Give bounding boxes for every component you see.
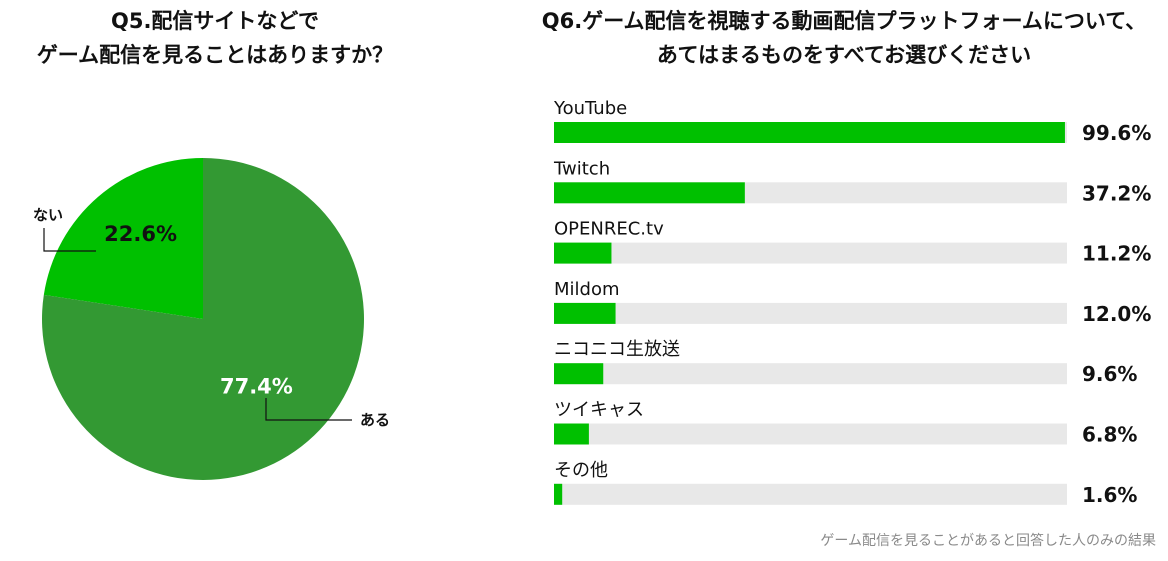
bar <box>554 122 1065 143</box>
bar-track <box>554 302 1067 324</box>
pie-slice-1 <box>41 158 364 480</box>
q6-title-line1: Q6.ゲーム配信を視聴する動画配信プラットフォームについて、 <box>541 9 1147 33</box>
pie-category-label-0: ない <box>33 206 63 224</box>
bar-category-label: ツイキャス <box>554 400 644 421</box>
bar-category-label: Mildom <box>554 279 620 300</box>
bar-value-label: 6.8% <box>1082 423 1137 447</box>
q5-title-line2: ゲーム配信を見ることはありますか？ <box>36 43 394 67</box>
bar-track <box>554 363 1067 385</box>
bar-value-label: 11.2% <box>1082 242 1151 266</box>
bar-category-label: ニコニコ生放送 <box>554 339 680 360</box>
bar-value-label: 12.0% <box>1082 302 1151 326</box>
leader-line-aru <box>265 398 352 421</box>
bar-category-label: Twitch <box>553 158 610 179</box>
bar-track <box>554 242 1067 264</box>
leader-line-nai <box>43 228 96 252</box>
pie-slice-0 <box>43 158 203 319</box>
bar <box>554 302 616 324</box>
bar <box>554 182 745 204</box>
bar-category-label: OPENREC.tv <box>554 219 664 240</box>
bar-chart: YouTube 99.6% Twitch 37.2% OPENREC.tv 11.2% Mi… <box>553 98 1151 507</box>
pie-category-label-1: ある <box>360 411 390 429</box>
bar <box>554 483 563 505</box>
bar-category-label: その他 <box>554 460 608 481</box>
bar-track <box>554 423 1067 445</box>
bar-value-label: 99.6% <box>1082 121 1151 145</box>
q5-title: Q5.配信サイトなどで ゲーム配信を見ることはありますか？ <box>0 4 430 72</box>
pie-value-label-1: 77.4% <box>220 374 293 398</box>
footnote: ゲーム配信を見ることがあると回答した人のみの結果 <box>820 533 1156 549</box>
bar-category-label: YouTube <box>553 98 627 119</box>
bar <box>554 363 604 385</box>
bar-value-label: 9.6% <box>1082 362 1137 386</box>
bar-track <box>554 483 1067 505</box>
pie-value-label-0: 22.6% <box>104 222 177 246</box>
bar-value-label: 37.2% <box>1082 181 1151 205</box>
bar <box>554 242 612 264</box>
bar-value-label: 1.6% <box>1082 483 1137 507</box>
q5-title-line1: Q5.配信サイトなどで <box>110 9 320 33</box>
bar <box>554 423 589 445</box>
q6-title: Q6.ゲーム配信を視聴する動画配信プラットフォームについて、 あてはまるものをす… <box>520 4 1168 72</box>
q6-title-line2: あてはまるものをすべてお選びください <box>656 43 1032 67</box>
